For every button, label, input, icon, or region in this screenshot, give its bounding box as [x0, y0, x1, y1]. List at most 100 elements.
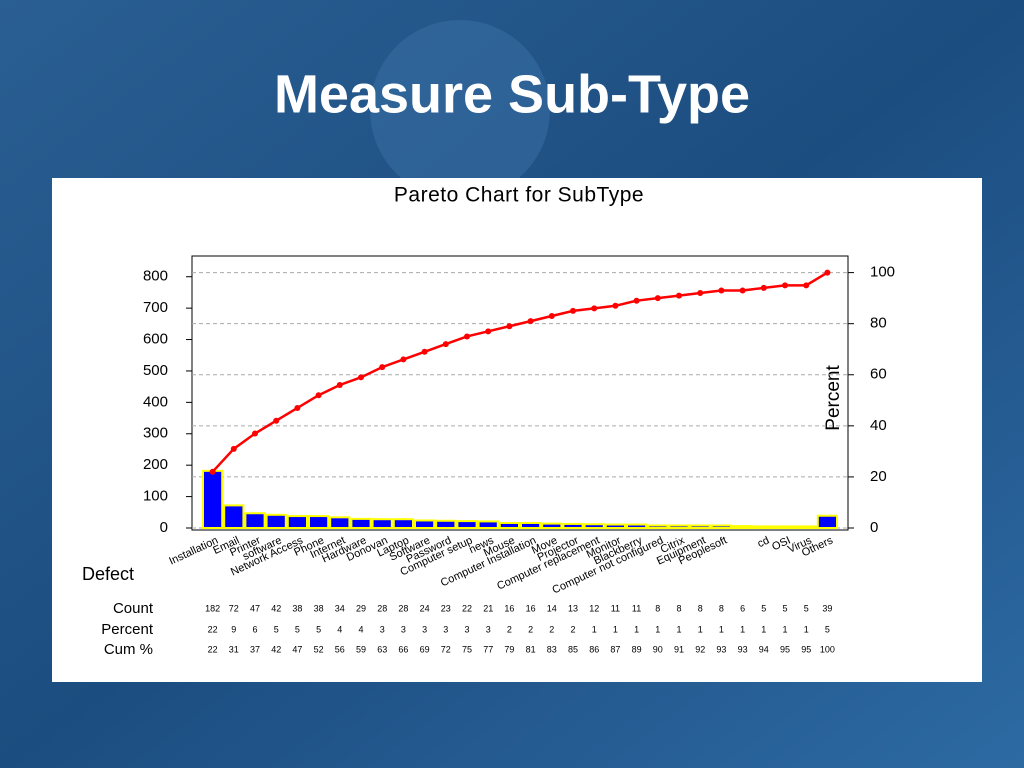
table-cell: 1 — [719, 624, 724, 634]
table-cell: 42 — [271, 644, 281, 654]
cumulative-point — [252, 430, 258, 437]
y2-tick-label: 20 — [870, 468, 887, 485]
table-cell: 95 — [801, 644, 811, 654]
table-cell: 93 — [716, 644, 726, 654]
cumulative-point — [803, 282, 810, 289]
table-cell: 93 — [738, 644, 748, 654]
table-cell: 2 — [507, 624, 512, 634]
bar — [286, 515, 308, 529]
bar — [541, 522, 563, 530]
chart-title: Pareto Chart for SubType — [394, 184, 644, 207]
table-cell: 2 — [570, 624, 575, 634]
table-cell: 22 — [462, 603, 472, 613]
bar — [435, 519, 457, 530]
table-cell: 81 — [526, 644, 536, 654]
bar — [668, 524, 690, 530]
bar — [774, 525, 796, 530]
table-cell: 3 — [380, 624, 385, 634]
table-cell: 1 — [804, 624, 809, 634]
bar — [498, 521, 520, 530]
table-cell: 8 — [655, 603, 660, 613]
table-cell: 1 — [740, 624, 745, 634]
table-cell: 8 — [719, 603, 724, 613]
table-cell: 5 — [274, 624, 279, 634]
cumulative-point — [548, 313, 555, 320]
bar — [414, 519, 436, 530]
table-cell: 3 — [401, 624, 406, 634]
bar — [520, 521, 542, 530]
table-cell: 56 — [335, 644, 345, 654]
table-cell: 5 — [782, 603, 787, 613]
bar — [795, 525, 817, 530]
cumulative-point — [421, 348, 428, 355]
table-cell: 5 — [316, 624, 321, 634]
y-tick-label: 300 — [143, 425, 168, 442]
cumulative-point — [697, 290, 704, 297]
y-tick-label: 0 — [160, 519, 168, 536]
table-cell: 22 — [208, 644, 218, 654]
table-cell: 1 — [592, 624, 597, 634]
bar — [710, 524, 732, 530]
table-cell: 89 — [632, 644, 642, 654]
cumulative-point — [379, 364, 386, 371]
table-cell: 66 — [398, 644, 408, 654]
bar — [732, 525, 754, 530]
table-cell: 4 — [358, 624, 363, 634]
chart-panel — [52, 178, 982, 682]
cumulative-point — [570, 307, 576, 314]
table-cell: 3 — [486, 624, 491, 634]
table-cell: 182 — [205, 603, 220, 613]
table-cell: 13 — [568, 603, 578, 613]
y2-tick-label: 100 — [870, 264, 895, 281]
table-cell: 75 — [462, 644, 472, 654]
table-cell: 24 — [420, 603, 430, 613]
table-cell: 1 — [634, 624, 639, 634]
y-tick-label: 400 — [143, 393, 168, 410]
cumulative-point — [442, 341, 449, 348]
table-cell: 4 — [337, 624, 342, 634]
bar — [583, 523, 605, 530]
table-cell: 1 — [655, 624, 660, 634]
table-cell: 8 — [676, 603, 681, 613]
cumulative-point — [273, 417, 280, 424]
cumulative-point — [506, 323, 513, 330]
table-cell: 28 — [377, 603, 387, 613]
bar — [392, 518, 414, 530]
table-cell: 72 — [441, 644, 451, 654]
cumulative-point — [358, 374, 364, 381]
cumulative-point — [315, 392, 322, 399]
y-tick-label: 700 — [143, 299, 168, 316]
table-cell: 85 — [568, 644, 578, 654]
table-cell: 23 — [441, 603, 451, 613]
table-cell: 52 — [314, 644, 324, 654]
y2-tick-label: 40 — [870, 417, 887, 434]
bar — [223, 504, 245, 529]
table-cell: 12 — [589, 603, 599, 613]
table-cell: 38 — [292, 603, 302, 613]
table-cell: 94 — [759, 644, 769, 654]
bar — [753, 525, 775, 530]
table-cell: 16 — [504, 603, 514, 613]
cumulative-point — [230, 445, 237, 452]
table-row-label: Percent — [101, 621, 154, 638]
y2-tick-label: 80 — [870, 315, 887, 332]
table-cell: 79 — [504, 644, 514, 654]
table-cell: 37 — [250, 644, 260, 654]
table-cell: 3 — [443, 624, 448, 634]
table-cell: 1 — [698, 624, 703, 634]
cumulative-point — [464, 333, 470, 340]
cumulative-point — [527, 318, 534, 325]
cumulative-point — [633, 297, 640, 304]
bar — [350, 517, 372, 530]
cumulative-point — [739, 287, 746, 294]
table-cell: 34 — [335, 603, 345, 613]
table-cell: 2 — [528, 624, 533, 634]
table-cell: 9 — [231, 624, 236, 634]
table-cell: 39 — [822, 603, 832, 613]
y2-tick-label: 0 — [870, 519, 878, 536]
bar — [244, 512, 266, 529]
cumulative-point — [294, 404, 301, 411]
cumulative-point — [336, 381, 343, 388]
table-cell: 22 — [208, 624, 218, 634]
